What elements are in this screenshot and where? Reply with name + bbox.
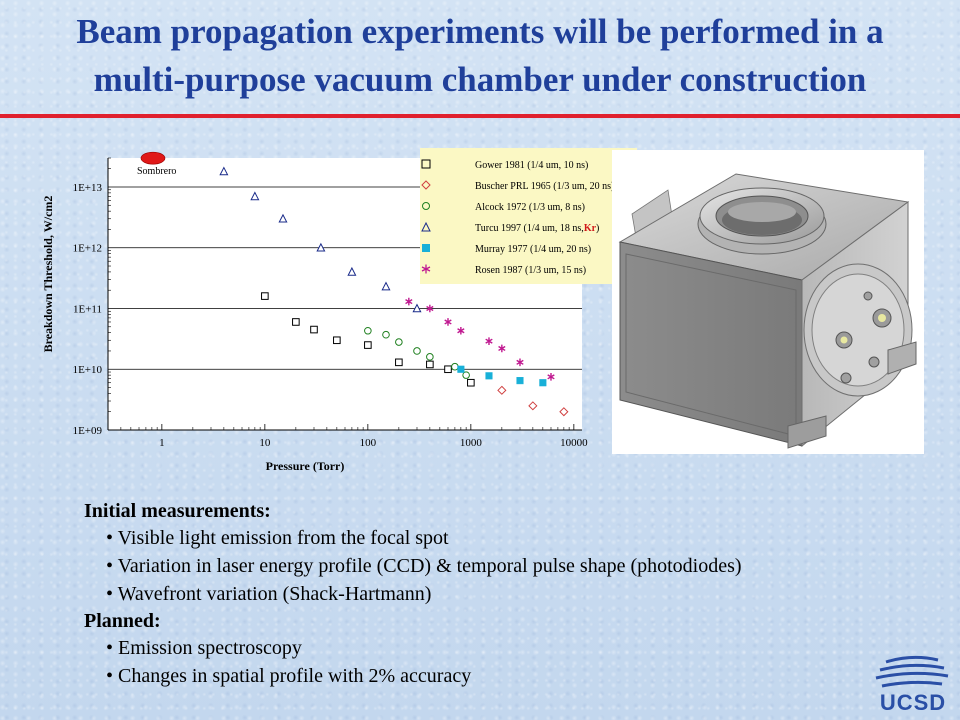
data-point (485, 337, 493, 345)
circle-open-marker-icon (422, 202, 430, 210)
data-point (364, 326, 372, 335)
legend-item-alcock: Alcock 1972 (1/3 um, 8 ns) (420, 200, 637, 216)
legend-label: Alcock 1972 (1/3 um, 8 ns) (475, 202, 585, 213)
legend-label: Murray 1977 (1/4 um, 20 ns) (475, 244, 592, 255)
slide-title-line-2: multi-purpose vacuum chamber under const… (93, 60, 867, 99)
data-point (381, 281, 391, 291)
data-point (426, 360, 434, 369)
x-tick-label: 10000 (560, 437, 588, 449)
vacuum-chamber-render (612, 150, 924, 454)
data-point (347, 266, 357, 276)
data-point (364, 341, 372, 349)
data-point (457, 326, 465, 335)
data-point (405, 297, 413, 306)
data-point (316, 242, 326, 252)
x-tick-label: 1000 (460, 437, 483, 449)
x-tick-label: 100 (360, 437, 377, 449)
data-point (426, 353, 434, 361)
sombrero-marker (140, 151, 166, 165)
data-point (516, 377, 524, 385)
chart-legend: Gower 1981 (1/4 um, 10 ns) Buscher PRL 1… (420, 148, 637, 284)
data-point (457, 365, 465, 373)
slide-title-line-1: Beam propagation experiments will be per… (76, 12, 884, 51)
y-tick-label: 1E+12 (73, 243, 102, 255)
legend-label: Rosen 1987 (1/3 um, 15 ns) (475, 265, 587, 276)
data-point (395, 358, 403, 367)
data-point (250, 191, 260, 201)
y-tick-label: 1E+09 (73, 425, 103, 437)
data-point (547, 373, 555, 381)
data-point (497, 385, 507, 395)
legend-label: Buscher PRL 1965 (1/3 um, 20 ns) (475, 181, 615, 192)
ucsd-wave-icon (875, 655, 949, 688)
initial-item-2: • Variation in laser energy profile (CCD… (106, 555, 742, 577)
data-point (539, 379, 547, 387)
legend-label-end: ) (596, 223, 600, 234)
data-point (516, 358, 524, 367)
data-point (261, 292, 269, 300)
data-point (528, 401, 538, 411)
legend-item-turcu: Turcu 1997 (1/4 um, 18 ns,Kr) (420, 221, 637, 237)
square-open-marker-icon (421, 159, 431, 169)
initial-item-1: • Visible light emission from the focal … (106, 527, 449, 549)
initial-item-3: • Wavefront variation (Shack-Hartmann) (106, 583, 432, 605)
triangle-open-marker-icon (421, 221, 431, 232)
legend-label: Turcu 1997 (1/4 um, 18 ns,Kr) (475, 221, 599, 237)
x-tick-label: 10 (259, 437, 271, 449)
slide-title: Beam propagation experiments will be per… (0, 8, 960, 104)
planned-item-1: • Emission spectroscopy (106, 637, 302, 659)
data-point (333, 336, 341, 345)
data-point (310, 325, 318, 334)
y-axis-label: Breakdown Threshold, W/cm2 (41, 196, 55, 353)
data-point (278, 213, 288, 223)
ucsd-logo: UCSD (872, 654, 952, 718)
measurement-notes: Initial measurements: • Visible light em… (84, 498, 924, 690)
data-point (412, 303, 422, 313)
data-point (444, 365, 452, 374)
planned-heading: Planned: (84, 610, 161, 632)
legend-label-kr: Kr (583, 223, 597, 234)
diamond-open-marker-icon (421, 180, 431, 190)
breakdown-threshold-chart: 1E+09 1E+10 1E+11 1E+12 1E+13 1 10 100 1000 10000… (40, 140, 637, 480)
data-point (426, 304, 434, 313)
initial-measurements-heading: Initial measurements: (84, 500, 271, 522)
data-point (462, 371, 470, 379)
planned-item-2: • Changes in spatial profile with 2% acc… (106, 665, 472, 687)
ucsd-wordmark: UCSD (879, 690, 947, 715)
legend-item-rosen: Rosen 1987 (1/3 um, 15 ns) (420, 263, 637, 279)
data-point (292, 318, 300, 326)
x-axis-label: Pressure (Torr) (266, 459, 345, 473)
legend-item-gower: Gower 1981 (1/4 um, 10 ns) (420, 158, 637, 174)
data-point (219, 166, 229, 176)
legend-item-murray: Murray 1977 (1/4 um, 20 ns) (420, 242, 637, 258)
legend-label: Gower 1981 (1/4 um, 10 ns) (475, 160, 589, 171)
data-point (559, 407, 569, 417)
y-tick-label: 1E+11 (73, 303, 102, 315)
data-point (498, 344, 506, 353)
y-tick-label: 1E+13 (73, 182, 103, 194)
data-point (467, 378, 475, 387)
legend-item-buscher: Buscher PRL 1965 (1/3 um, 20 ns) (420, 179, 637, 195)
data-point (382, 330, 390, 339)
y-tick-label: 1E+10 (73, 364, 103, 376)
data-point (444, 318, 452, 326)
data-point (395, 338, 403, 346)
star-marker-icon (421, 264, 431, 274)
data-point (485, 372, 493, 380)
x-tick-label: 1 (159, 437, 165, 449)
sombrero-label: Sombrero (137, 166, 176, 177)
data-point (413, 347, 421, 355)
data-point (451, 362, 459, 371)
square-filled-marker-icon (422, 244, 430, 252)
title-divider (0, 114, 960, 118)
legend-label-main: Turcu 1997 (1/4 um, 18 ns, (475, 223, 584, 234)
